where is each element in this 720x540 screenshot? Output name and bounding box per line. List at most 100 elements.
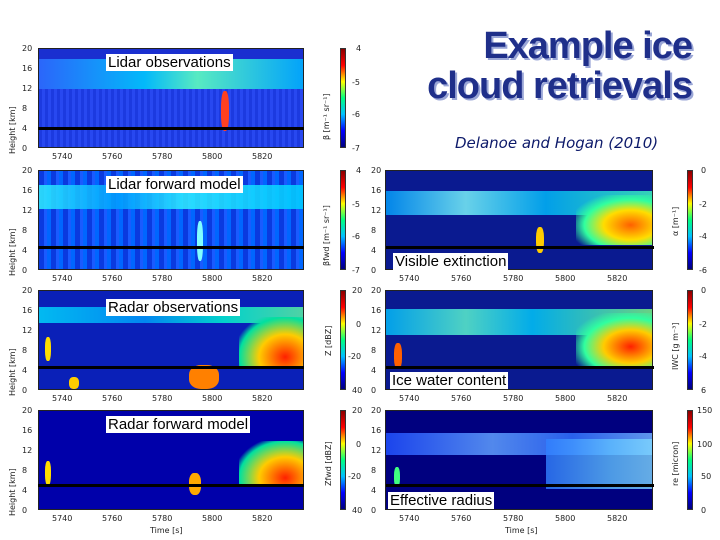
y-tick: 20	[371, 406, 382, 415]
y-tick: 4	[371, 366, 377, 375]
y-tick: 12	[371, 446, 382, 455]
y-tick: 8	[22, 346, 28, 355]
colorbar-tick: 40	[352, 506, 363, 515]
colorbar-tick: -6	[352, 110, 360, 119]
divider-line	[386, 366, 654, 369]
y-tick: 16	[371, 426, 382, 435]
y-tick: 8	[22, 104, 28, 113]
colorbar-tick: -2	[699, 320, 707, 329]
colorbar-tick: -7	[352, 266, 360, 275]
colorbar-tick: -20	[348, 472, 362, 481]
x-tick: 5820	[252, 152, 273, 161]
y-tick: 16	[22, 186, 33, 195]
y-tick: 20	[22, 166, 33, 175]
colorbar-tick: 0	[356, 440, 362, 449]
panel-ice-water-content: 20 16 12 8 4 0 5740 5760 5780 5800 5820 …	[365, 286, 720, 406]
colorbar-tick: -7	[352, 144, 360, 153]
colorbar-tick: 0	[701, 286, 707, 295]
x-tick: 5780	[152, 274, 173, 283]
x-tick: 5780	[152, 514, 173, 523]
x-tick: 5800	[555, 514, 576, 523]
label-ice-water-content: Ice water content	[390, 372, 509, 389]
y-tick: 12	[371, 206, 382, 215]
colorbar-tick: 0	[701, 506, 707, 515]
y-tick: 0	[22, 506, 28, 515]
panel-effective-radius: 20 16 12 8 4 0 5740 5760 5780 5800 5820 …	[365, 406, 720, 540]
colorbar-title: α [m⁻¹]	[671, 206, 680, 236]
y-tick: 4	[22, 246, 28, 255]
label-lidar-observations: Lidar observations	[106, 54, 233, 71]
y-tick: 0	[22, 144, 28, 153]
colorbar-title: Zfwd [dBZ]	[324, 441, 333, 486]
colorbar-tick: -5	[352, 200, 360, 209]
y-tick: 8	[22, 466, 28, 475]
x-axis-label: Time [s]	[505, 526, 538, 535]
colorbar-tick: -6	[352, 232, 360, 241]
y-tick: 12	[22, 84, 33, 93]
colorbar-tick: -4	[699, 352, 707, 361]
y-tick: 16	[22, 64, 33, 73]
y-tick: 16	[22, 426, 33, 435]
x-tick: 5760	[451, 274, 472, 283]
divider-line	[38, 484, 304, 487]
label-visible-extinction: Visible extinction	[393, 253, 509, 270]
colorbar-title: IWC [g m⁻³]	[671, 322, 680, 370]
slide-title-line1: Example ice	[483, 25, 693, 67]
colorbar-title: βfwd [m⁻¹ sr⁻¹]	[322, 205, 331, 266]
colorbar-tick: -5	[352, 78, 360, 87]
colorbar-tick: 20	[352, 286, 363, 295]
x-tick: 5800	[202, 274, 223, 283]
colorbar-tick: 6	[701, 386, 707, 395]
x-tick: 5740	[399, 274, 420, 283]
label-lidar-forward-model: Lidar forward model	[106, 176, 243, 193]
colorbar	[687, 410, 693, 510]
divider-line	[386, 484, 654, 487]
y-tick: 12	[22, 206, 33, 215]
divider-line	[38, 127, 304, 130]
colorbar-tick: 40	[352, 386, 363, 395]
x-tick: 5740	[399, 514, 420, 523]
y-axis-label: Height [km]	[8, 228, 17, 276]
colorbar-tick: 150	[697, 406, 713, 415]
colorbar-tick: 4	[356, 44, 362, 53]
x-tick: 5820	[252, 394, 273, 403]
colorbar	[340, 170, 346, 270]
x-tick: 5740	[52, 152, 73, 161]
x-tick: 5760	[451, 514, 472, 523]
y-tick: 4	[22, 366, 28, 375]
x-tick: 5760	[102, 514, 123, 523]
colorbar-tick: 4	[356, 166, 362, 175]
x-tick: 5820	[252, 514, 273, 523]
x-tick: 5800	[555, 394, 576, 403]
y-tick: 12	[22, 446, 33, 455]
colorbar	[340, 290, 346, 390]
colorbar	[687, 170, 693, 270]
colorbar-tick: 20	[352, 406, 363, 415]
y-axis-label: Height [km]	[8, 106, 17, 154]
colorbar-title: Z [dBZ]	[324, 325, 333, 356]
y-tick: 20	[371, 166, 382, 175]
x-tick: 5820	[252, 274, 273, 283]
x-tick: 5740	[52, 394, 73, 403]
y-tick: 0	[371, 386, 377, 395]
x-tick: 5820	[607, 514, 628, 523]
x-tick: 5760	[102, 152, 123, 161]
y-tick: 0	[371, 506, 377, 515]
y-tick: 16	[22, 306, 33, 315]
label-radar-forward-model: Radar forward model	[106, 416, 251, 433]
ice-water-content-image	[385, 290, 653, 390]
y-tick: 8	[371, 226, 377, 235]
x-tick: 5740	[52, 274, 73, 283]
y-tick: 16	[371, 186, 382, 195]
y-tick: 0	[22, 386, 28, 395]
y-tick: 4	[22, 124, 28, 133]
x-tick: 5740	[399, 394, 420, 403]
y-tick: 0	[371, 266, 377, 275]
y-axis-label: Height [km]	[8, 348, 17, 396]
y-tick: 20	[22, 44, 33, 53]
colorbar-tick: -4	[699, 232, 707, 241]
y-tick: 12	[22, 326, 33, 335]
label-radar-observations: Radar observations	[106, 299, 241, 316]
x-tick: 5800	[202, 152, 223, 161]
x-tick: 5760	[102, 274, 123, 283]
